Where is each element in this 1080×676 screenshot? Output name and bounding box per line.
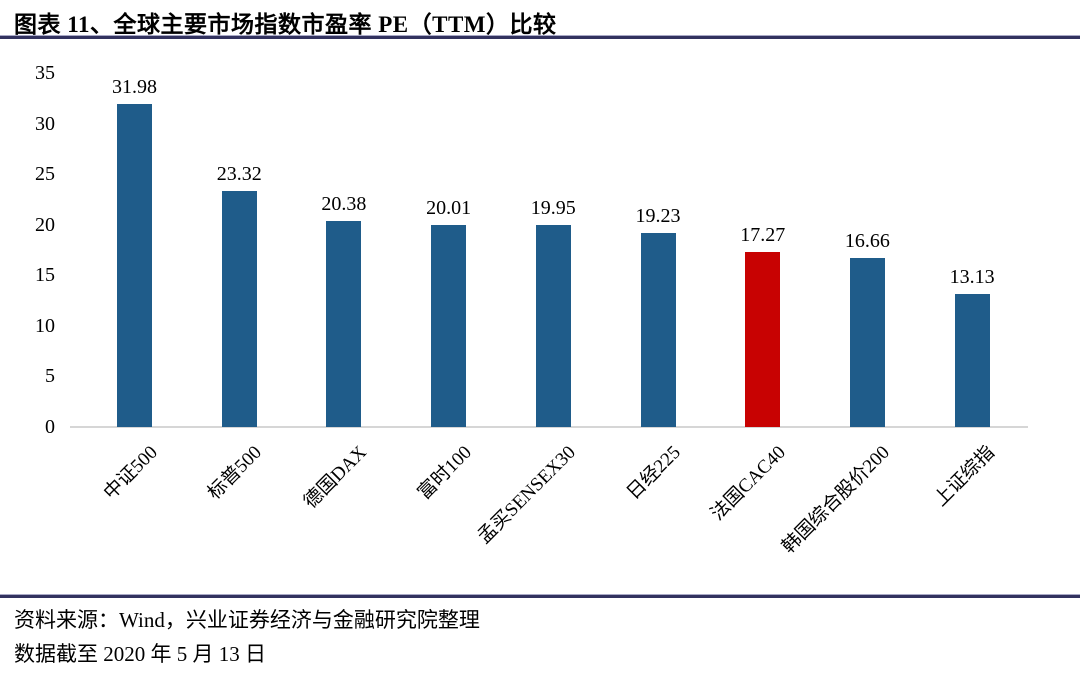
bar-value-label: 31.98 (112, 75, 157, 98)
y-axis-tick-label: 25 (35, 163, 55, 186)
bar (431, 224, 467, 427)
bar-value-label: 19.95 (530, 197, 576, 220)
bar-value-label: 19.23 (635, 204, 681, 227)
bar-value-label: 20.01 (426, 196, 472, 219)
bar-value-label: 13.13 (949, 266, 995, 289)
y-axis-tick-label: 15 (35, 264, 55, 287)
x-axis-line (70, 426, 1028, 428)
y-axis-tick-label: 35 (35, 62, 55, 84)
figure-title: 图表 11、全球主要市场指数市盈率 PE（TTM）比较 (14, 12, 557, 37)
y-axis-tick-label: 10 (35, 314, 55, 337)
footer-divider (0, 594, 1080, 598)
y-axis-tick-label: 20 (35, 213, 55, 236)
bar (849, 258, 885, 427)
source-note: 资料来源：Wind，兴业证券经济与金融研究院整理 (14, 608, 480, 632)
bar-value-label: 17.27 (740, 224, 786, 247)
data-date-note: 数据截至 2020 年 5 月 13 日 (14, 642, 266, 666)
y-axis-tick-label: 30 (35, 112, 55, 135)
bar (326, 220, 362, 427)
bar (117, 103, 152, 427)
bar (745, 252, 781, 427)
y-axis-tick-label: 0 (45, 416, 55, 438)
bar (221, 191, 257, 427)
title-divider (0, 35, 1080, 39)
bar (535, 225, 571, 427)
y-axis-tick-label: 5 (45, 365, 55, 388)
bar-value-label: 23.32 (216, 163, 262, 186)
bar-value-label: 16.66 (844, 230, 890, 253)
bar-value-label: 20.38 (321, 192, 367, 215)
bar (954, 294, 990, 427)
bar (640, 232, 676, 427)
